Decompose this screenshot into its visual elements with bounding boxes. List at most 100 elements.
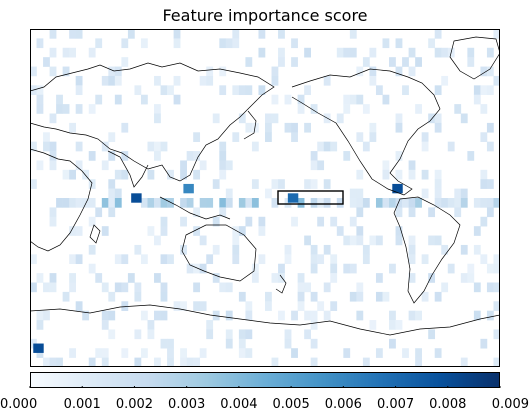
grid-cell: [408, 273, 416, 283]
grid-cell: [356, 66, 364, 77]
grid-cell: [428, 329, 436, 340]
coastline-nz: [275, 274, 287, 294]
grid-cell: [95, 348, 103, 358]
grid-cell: [258, 47, 266, 58]
grid-cell: [271, 198, 279, 208]
grid-cell: [369, 122, 377, 133]
grid-cell: [473, 244, 481, 255]
grid-cell: [310, 263, 318, 274]
grid-cell: [362, 104, 370, 114]
grid-cell: [160, 216, 168, 227]
grid-cell: [180, 244, 187, 255]
grid-cell: [173, 38, 181, 49]
grid-cell: [349, 188, 357, 199]
grid-cell: [382, 38, 390, 49]
grid-cell: [69, 226, 76, 236]
grid-cell: [343, 235, 351, 246]
grid-cell: [193, 301, 201, 311]
grid-cell: [454, 198, 462, 208]
coastline-india: [107, 150, 149, 188]
grid-cell: [56, 94, 63, 105]
grid-cell: [101, 310, 109, 321]
grid-cell: [278, 57, 285, 67]
grid-cell: [480, 338, 488, 349]
grid-cell: [69, 169, 76, 180]
grid-cell: [56, 198, 63, 208]
grid-cell: [167, 338, 174, 349]
grid-cell: [258, 254, 266, 265]
grid-cell: [199, 235, 207, 246]
grid-cell: [193, 282, 201, 293]
grid-cell: [245, 198, 253, 208]
grid-cell: [43, 282, 50, 293]
grid-cell: [310, 338, 318, 349]
grid-cell: [369, 75, 377, 86]
grid-cell: [134, 85, 142, 96]
colorbar-tick-label: 0.002: [116, 397, 153, 412]
grid-cell: [369, 47, 377, 58]
grid-cell: [297, 301, 305, 311]
grid-cell: [180, 198, 187, 208]
grid-cell: [101, 226, 109, 236]
map-title: Feature importance score: [162, 6, 368, 25]
grid-cell: [473, 226, 481, 236]
grid-cell: [336, 113, 344, 124]
grid-cell: [421, 254, 429, 265]
grid-cell: [382, 169, 390, 180]
grid-cell: [460, 244, 468, 255]
grid-cell: [199, 348, 207, 358]
grid-cell: [75, 75, 83, 86]
grid-cell: [134, 244, 142, 255]
grid-cell: [356, 94, 364, 105]
grid-cell: [193, 226, 201, 236]
grid-cell: [428, 235, 436, 246]
grid-cell: [480, 198, 488, 208]
grid-cell: [278, 273, 285, 283]
grid-cell: [186, 357, 194, 367]
grid-cell: [473, 282, 481, 293]
grid-cell: [428, 207, 436, 218]
grid-cell: [75, 198, 83, 208]
hotspot-cell: [131, 193, 142, 203]
grid-cell: [265, 113, 272, 124]
grid-cell: [258, 85, 266, 96]
grid-cell: [382, 291, 390, 302]
grid-cell: [362, 57, 370, 67]
grid-cell: [30, 254, 37, 265]
grid-cell: [62, 291, 70, 302]
grid-cell: [206, 75, 214, 86]
grid-cell: [225, 329, 233, 340]
grid-cell: [232, 226, 240, 236]
grid-cell: [362, 244, 370, 255]
grid-cell: [245, 310, 253, 321]
grid-cell: [447, 141, 455, 152]
grid-cell: [317, 141, 325, 152]
grid-cell: [160, 226, 168, 236]
colorbar-tick-label: 0.004: [220, 397, 257, 412]
grid-cell: [421, 141, 429, 152]
grid-cell: [232, 38, 240, 49]
grid-cell: [369, 235, 377, 246]
grid-cell: [238, 226, 246, 236]
coastline-australia: [181, 224, 257, 282]
grid-cell: [356, 207, 364, 218]
grid-cell: [480, 132, 488, 142]
grid-cell: [193, 263, 201, 274]
coastline-greenland: [449, 36, 500, 80]
grid-cell: [88, 47, 96, 58]
grid-cell: [180, 357, 187, 367]
grid-cell: [473, 310, 481, 321]
grid-cell: [486, 198, 494, 208]
grid-cell: [121, 57, 129, 67]
grid-cell: [493, 282, 500, 293]
grid-cell: [434, 188, 442, 199]
grid-cell: [114, 75, 122, 86]
grid-cell: [369, 66, 377, 77]
grid-cell: [245, 348, 253, 358]
grid-cell: [108, 207, 116, 218]
grid-cell: [395, 38, 403, 49]
grid-cell: [291, 348, 298, 358]
grid-cell: [69, 198, 76, 208]
grid-cell: [434, 179, 442, 189]
grid-cell: [108, 75, 116, 86]
